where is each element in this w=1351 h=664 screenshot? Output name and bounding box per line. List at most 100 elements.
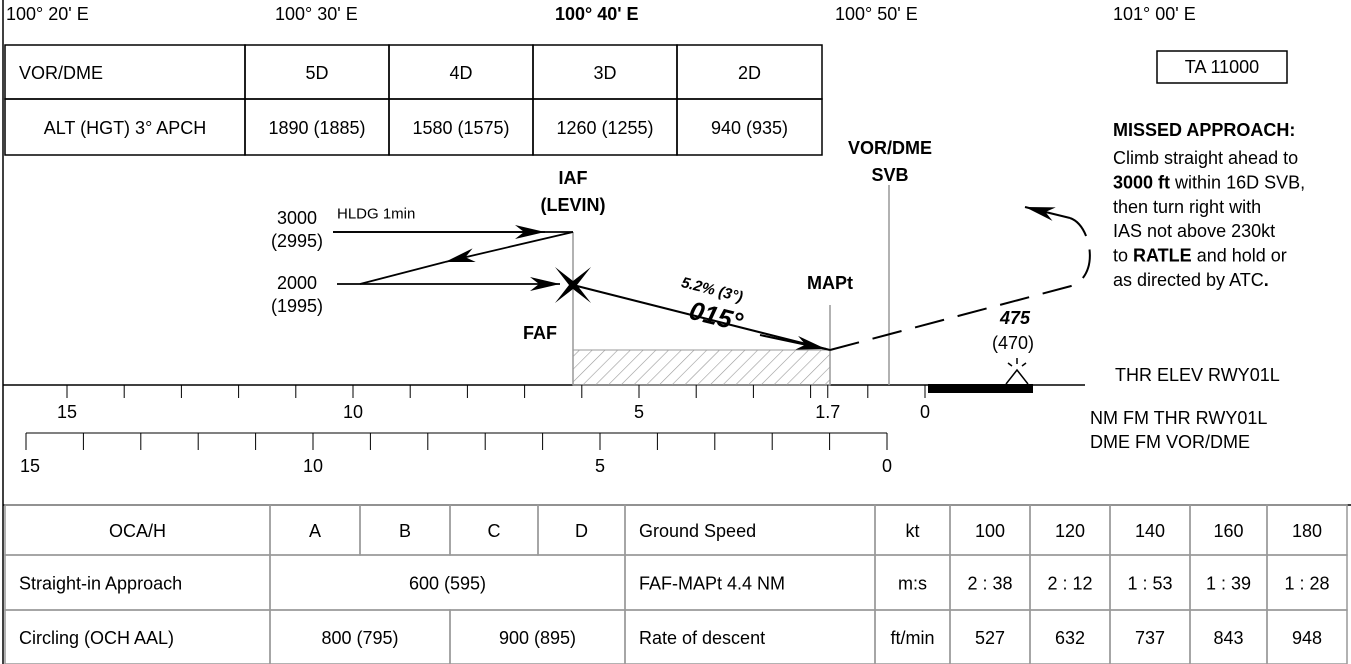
obstacle-symbol <box>1005 358 1029 385</box>
text-run: Climb straight ahead to <box>1113 148 1298 168</box>
cell-text: ft/min <box>890 628 934 648</box>
holding-return <box>444 231 574 263</box>
cell-text: 160 <box>1213 521 1243 541</box>
missed-approach-arrow <box>1024 206 1071 221</box>
table-cell <box>1266 609 1348 664</box>
cell-text: 3D <box>593 63 616 83</box>
missed-approach-line: then turn right with <box>1113 197 1261 217</box>
cell-text: 737 <box>1135 628 1165 648</box>
cell-text: 600 (595) <box>409 574 486 594</box>
cell-text: OCA/H <box>109 521 166 541</box>
cell-text: 632 <box>1055 628 1085 648</box>
cell-text: 1890 (1885) <box>268 118 365 138</box>
longitude: 100° 40' E <box>555 4 639 24</box>
holding-return-tail <box>359 261 446 285</box>
holding-hgt: (1995) <box>271 296 323 316</box>
text-run: RATLE <box>1133 246 1192 266</box>
runway <box>928 384 1033 393</box>
cell-text: FAF-MAPt 4.4 NM <box>639 574 785 594</box>
cell-text: C <box>488 521 501 541</box>
distance-scales: 15 10 5 1.7 0 15 10 5 0 <box>20 385 930 476</box>
cell-text: 800 (795) <box>321 628 398 648</box>
obstacle-clearance-area <box>572 349 831 386</box>
mapt-label: MAPt <box>807 273 853 293</box>
cell-text: 1 : 53 <box>1127 574 1172 594</box>
cell-text: 843 <box>1213 628 1243 648</box>
bottom-tables: OCA/H A B C D Straight-in Approach 600 (595) Ci… <box>4 504 1348 664</box>
missed-approach-text: Climb straight ahead to 3000 ft within 16… <box>1113 148 1305 290</box>
longitude: 101° 00' E <box>1113 4 1196 24</box>
cell-text: 2 : 38 <box>967 574 1012 594</box>
text-run: 3000 ft <box>1113 172 1170 192</box>
cell-text: 900 (895) <box>499 628 576 648</box>
cell-text: 527 <box>975 628 1005 648</box>
ta-box <box>1156 50 1288 84</box>
longitude: 100° 30' E <box>275 4 358 24</box>
missed-approach-line: to RATLE and hold or <box>1113 246 1287 266</box>
missed-approach-line: 3000 ft within 16D SVB, <box>1113 172 1305 192</box>
cell-text: m:s <box>898 574 927 594</box>
cell-text: ALT (HGT) 3° APCH <box>44 118 207 138</box>
cell-text: 2D <box>738 63 761 83</box>
text-run: to <box>1113 246 1133 266</box>
text-run: as directed by ATC <box>1113 270 1264 290</box>
text-run: IAS not above 230kt <box>1113 221 1275 241</box>
holding-alt: 3000 <box>277 208 317 228</box>
vor-label: VOR/DME <box>848 138 932 158</box>
transition-altitude: TA 11000 <box>1185 57 1259 77</box>
obstacle-hgt: (470) <box>992 333 1034 353</box>
final-arrow <box>759 334 827 350</box>
holding-hgt: (2995) <box>271 231 323 251</box>
vor-ident: SVB <box>871 165 908 185</box>
cell-text: Circling (OCH AAL) <box>19 628 174 648</box>
table-cell <box>676 98 823 156</box>
text-run: . <box>1264 270 1269 290</box>
cell-text: A <box>309 521 321 541</box>
cell-text: 120 <box>1055 521 1085 541</box>
iaf-label: IAF <box>559 168 588 188</box>
dme-label: 5 <box>595 456 605 476</box>
profile <box>333 185 1091 393</box>
nm-label: 15 <box>57 402 77 422</box>
cell-text: 1 : 39 <box>1206 574 1251 594</box>
missed-approach-line: Climb straight ahead to <box>1113 148 1298 168</box>
longitude: 100° 50' E <box>835 4 918 24</box>
vor-dme-table: VOR/DME 5D 4D 3D 2D ALT (HGT) 3° APCH 1890 (18… <box>4 44 823 156</box>
obstacle-alt: 475 <box>999 308 1031 328</box>
cell-text: VOR/DME <box>19 63 103 83</box>
cell-text: 1260 (1255) <box>556 118 653 138</box>
threshold-elevation: THR ELEV RWY01L <box>1115 365 1280 385</box>
text-run: within 16D SVB, <box>1170 172 1305 192</box>
cell-text: 948 <box>1292 628 1322 648</box>
cell-text: 140 <box>1135 521 1165 541</box>
cell-text: Ground Speed <box>639 521 756 541</box>
dme-label: 15 <box>20 456 40 476</box>
cell-text: Rate of descent <box>639 628 765 648</box>
cell-text: 4D <box>449 63 472 83</box>
faf-label: FAF <box>523 323 557 343</box>
nm-label: 1.7 <box>815 402 840 422</box>
cell-text: 2 : 12 <box>1047 574 1092 594</box>
cell-text: D <box>575 521 588 541</box>
text-run: and hold or <box>1192 246 1287 266</box>
missed-approach-path <box>829 217 1091 351</box>
nm-label: 5 <box>634 402 644 422</box>
nm-label: 10 <box>343 402 363 422</box>
holding-note: HLDG 1min <box>337 206 415 223</box>
missed-approach-line: as directed by ATC. <box>1113 270 1269 290</box>
cell-text: 940 (935) <box>711 118 788 138</box>
longitude-labels: 100° 20' E 100° 30' E 100° 40' E 100° 50… <box>6 4 1196 24</box>
cell-text: 1580 (1575) <box>412 118 509 138</box>
cell-text: 100 <box>975 521 1005 541</box>
longitude: 100° 20' E <box>6 4 89 24</box>
dme-label: 0 <box>882 456 892 476</box>
missed-approach-title: MISSED APPROACH: <box>1113 120 1295 140</box>
cell-text: 5D <box>305 63 328 83</box>
iaf-name: (LEVIN) <box>541 195 606 215</box>
text-run: then turn right with <box>1113 197 1261 217</box>
cell-text: Straight-in Approach <box>19 574 182 594</box>
holding-alt: 2000 <box>277 273 317 293</box>
cell-text: 1 : 28 <box>1284 574 1329 594</box>
dme-caption: DME FM VOR/DME <box>1090 432 1250 452</box>
